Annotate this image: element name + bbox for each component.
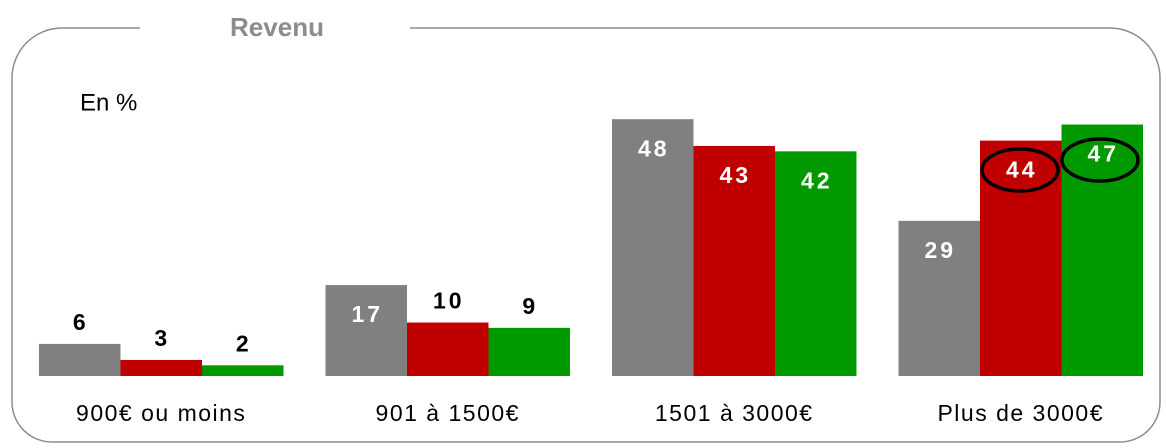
data-label: 10 — [433, 288, 465, 314]
bar — [612, 119, 694, 376]
x-tick-label: 1501 à 3000€ — [655, 400, 814, 426]
bar — [39, 343, 121, 376]
bar — [325, 285, 407, 376]
highlight-circle — [980, 147, 1060, 193]
x-tick-label: 901 à 1500€ — [376, 400, 520, 426]
annotation: En % — [80, 89, 137, 116]
bar — [775, 151, 857, 376]
data-label: 48 — [638, 135, 670, 161]
data-label: 29 — [924, 237, 956, 263]
x-tick-label: Plus de 3000€ — [937, 400, 1104, 426]
frame — [11, 27, 1161, 443]
highlight-circle — [1060, 137, 1140, 183]
bar — [898, 220, 980, 376]
data-label: 43 — [719, 162, 751, 188]
data-label: 47 — [1087, 141, 1119, 167]
x-tick-label: 900€ ou moins — [76, 400, 246, 426]
data-label: 3 — [154, 325, 170, 351]
bar — [407, 322, 489, 376]
bar — [980, 140, 1062, 376]
data-label: 17 — [351, 301, 383, 327]
chart-title: Revenu — [230, 12, 324, 42]
bar — [202, 365, 284, 376]
bar — [120, 359, 202, 376]
data-label: 2 — [236, 330, 252, 356]
bar — [693, 145, 775, 376]
bar — [488, 327, 570, 376]
data-label: 9 — [522, 293, 538, 319]
data-label: 42 — [801, 167, 833, 193]
data-label: 6 — [73, 309, 89, 335]
bar — [1061, 124, 1143, 376]
data-label: 44 — [1006, 157, 1038, 183]
